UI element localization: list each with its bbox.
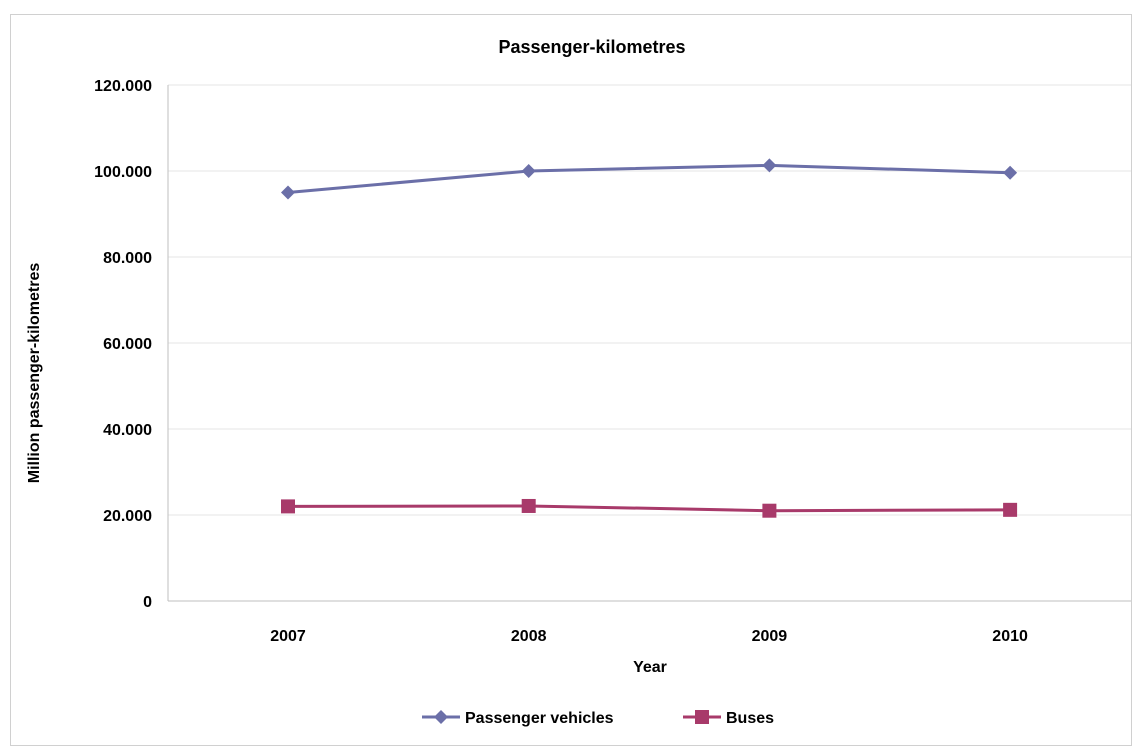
y-tick-label: 0: [143, 594, 152, 611]
y-axis-label: Million passenger-kilometres: [26, 263, 43, 484]
y-tick-label: 120.000: [94, 78, 152, 95]
axes: [167, 85, 1131, 602]
point-marker: [281, 185, 295, 200]
chart-frame: [10, 14, 1132, 746]
point-marker: [762, 503, 777, 518]
legend-label: Buses: [726, 710, 774, 727]
point-marker: [762, 158, 777, 173]
series-line: [287, 163, 1011, 194]
plot-area: [281, 158, 1018, 518]
x-tick-labels: 2007 2008 2009 2010: [270, 628, 1028, 645]
x-tick-label: 2008: [511, 628, 547, 645]
legend-item: Buses: [683, 710, 774, 727]
gridlines: [168, 84, 1131, 516]
point-marker: [281, 499, 295, 514]
legend: Passenger vehicles Buses: [422, 710, 774, 727]
point-marker: [695, 710, 709, 724]
point-marker: [521, 498, 536, 513]
y-tick-label: 100.000: [94, 164, 152, 181]
legend-label: Passenger vehicles: [465, 710, 614, 727]
series-buses: [281, 498, 1018, 518]
series-line: [287, 504, 1011, 513]
chart-title: Passenger-kilometres: [498, 37, 685, 57]
legend-item: Passenger vehicles: [422, 710, 614, 727]
series-passenger-vehicles: [281, 158, 1018, 200]
y-tick-label: 80.000: [103, 250, 152, 267]
x-axis-label: Year: [633, 659, 667, 676]
point-marker: [1003, 502, 1018, 517]
y-tick-label: 40.000: [103, 422, 152, 439]
point-marker: [1003, 165, 1018, 180]
point-marker: [521, 164, 536, 178]
x-tick-label: 2007: [270, 628, 306, 645]
x-tick-label: 2009: [752, 628, 788, 645]
y-tick-label: 60.000: [103, 336, 152, 353]
y-tick-labels: 0 20.000 40.000 60.000 80.000 100.000 120.000: [94, 78, 152, 611]
x-tick-label: 2010: [992, 628, 1028, 645]
y-tick-label: 20.000: [103, 508, 152, 525]
point-marker: [434, 710, 448, 724]
